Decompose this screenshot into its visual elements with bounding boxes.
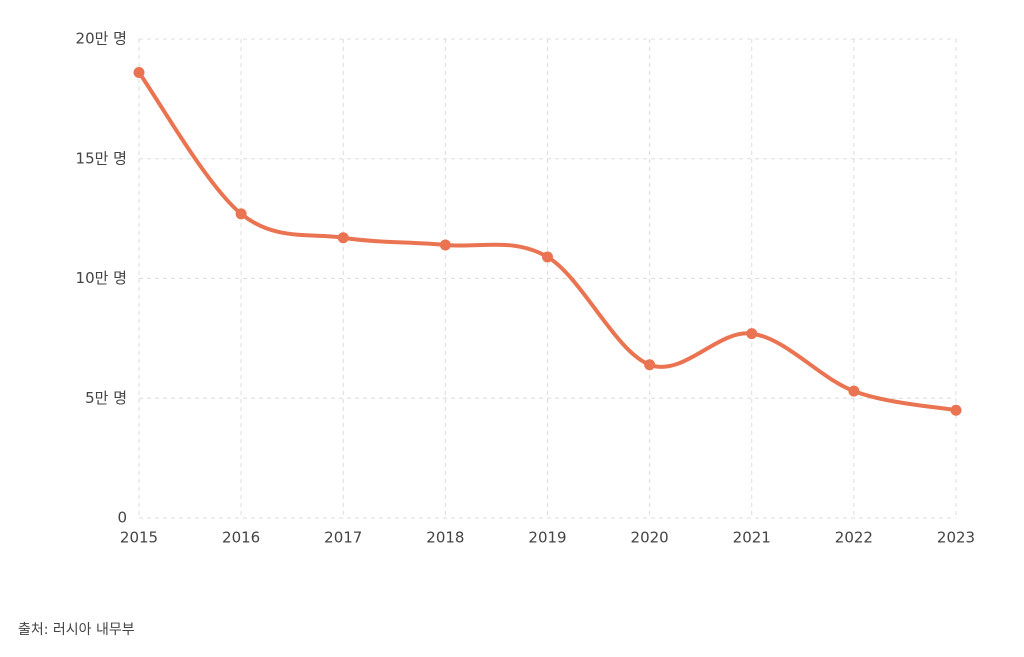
point [950,404,962,416]
x-tick-label: 2017 [324,529,362,547]
y-tick-label: 20만 명 [76,30,127,48]
point [439,239,451,251]
x-tick-label: 2015 [120,529,158,547]
point [644,359,656,371]
x-tick-label: 2023 [937,529,975,547]
x-tick-label: 2019 [528,529,566,547]
y-tick-label: 5만 명 [85,389,127,407]
point [235,208,247,220]
x-tick-label: 2021 [733,529,771,547]
y-tick-label: 0 [117,509,127,527]
x-tick-label: 2016 [222,529,260,547]
x-tick-label: 2020 [631,529,669,547]
point [133,67,145,79]
x-tick-label: 2022 [835,529,873,547]
point [542,251,553,263]
source-note: 출처: 러시아 내무부 [18,622,135,638]
point [337,232,349,244]
point [848,385,860,397]
point [746,328,758,340]
x-tick-label: 2018 [426,529,464,547]
y-tick-label: 15만 명 [76,149,127,167]
y-tick-label: 10만 명 [76,269,127,287]
